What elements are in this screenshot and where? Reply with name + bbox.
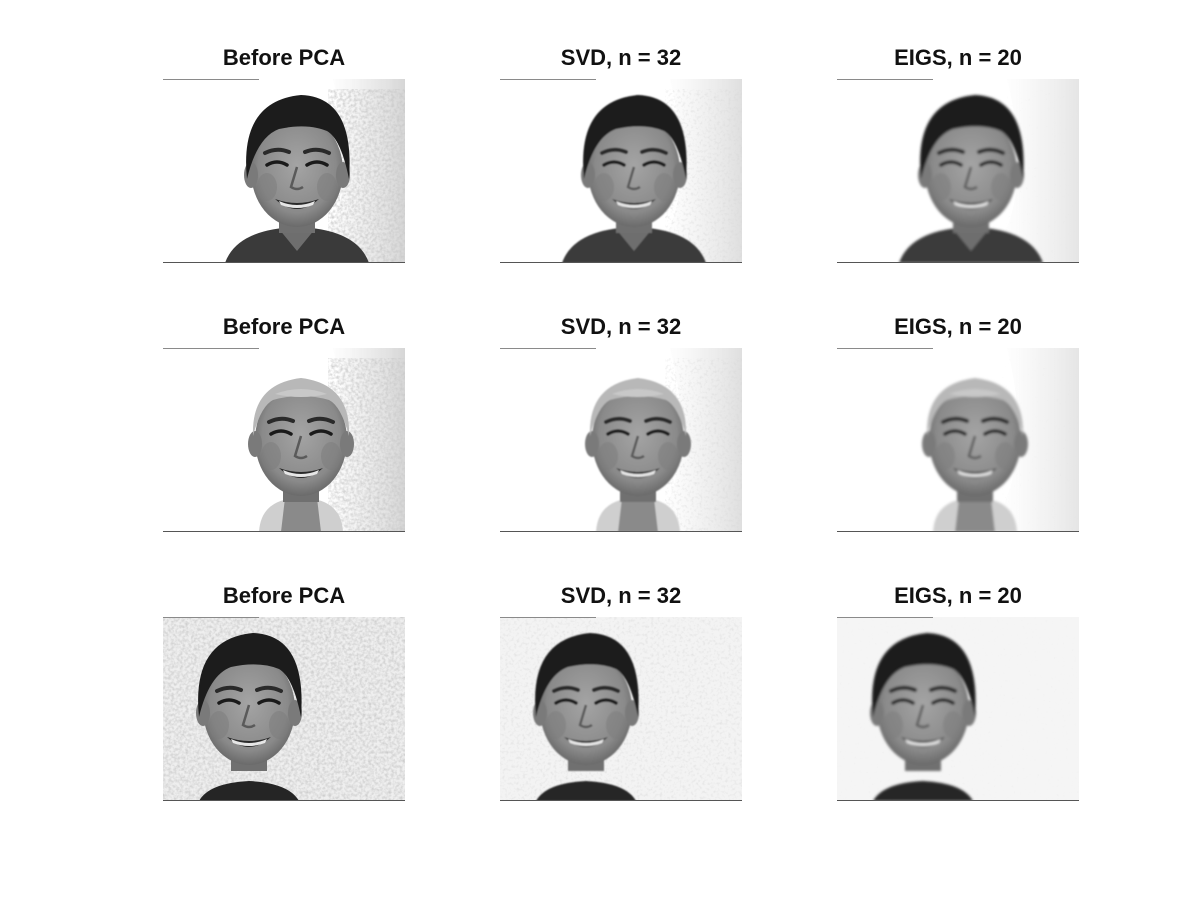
panel-row3-original: Before PCA (163, 583, 405, 801)
face-image-subject3-svd (500, 617, 742, 801)
panel-row2-svd: SVD, n = 32 (500, 314, 742, 532)
panel-title: EIGS, n = 20 (894, 314, 1022, 339)
panel-title: Before PCA (222, 583, 346, 608)
panel-row1-svd: SVD, n = 32 (500, 45, 742, 263)
face-image-subject1-original (163, 79, 405, 263)
face-image-subject3-original (163, 617, 405, 801)
panel-title: Before PCA (222, 314, 346, 339)
face-image-subject2-original (163, 348, 405, 532)
panel-title: SVD, n = 32 (560, 45, 682, 70)
panel-title: EIGS, n = 20 (894, 45, 1022, 70)
panel-title: Before PCA (222, 45, 346, 70)
panel-title: EIGS, n = 20 (894, 583, 1022, 608)
face-image-subject2-svd (500, 348, 742, 532)
panel-row3-eigs: EIGS, n = 20 (837, 583, 1079, 801)
panel-title: SVD, n = 32 (560, 314, 682, 339)
face-image-subject1-eigs (837, 79, 1079, 263)
panel-row2-original: Before PCA (163, 314, 405, 532)
panel-row1-original: Before PCA (163, 45, 405, 263)
face-image-subject2-eigs (837, 348, 1079, 532)
panel-title: SVD, n = 32 (560, 583, 682, 608)
panel-row1-eigs: EIGS, n = 20 (837, 45, 1079, 263)
panel-row2-eigs: EIGS, n = 20 (837, 314, 1079, 532)
face-image-subject1-svd (500, 79, 742, 263)
panel-row3-svd: SVD, n = 32 (500, 583, 742, 801)
face-image-subject3-eigs (837, 617, 1079, 801)
